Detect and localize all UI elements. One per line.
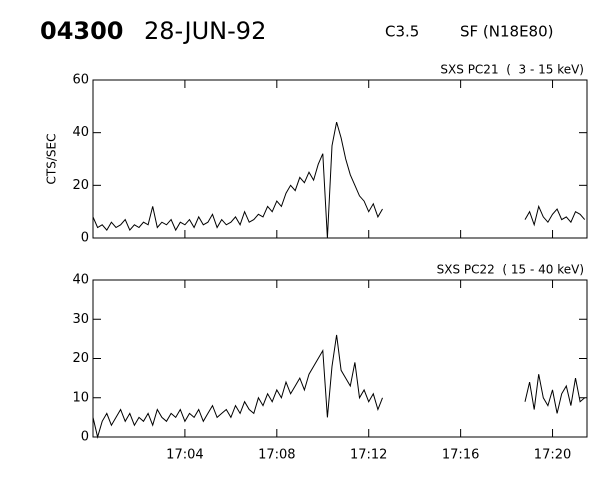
y-axis-label: CTS/SEC	[45, 134, 59, 185]
x-tick-label: 17:12	[350, 448, 387, 463]
plot-frame	[92, 79, 588, 239]
y-tick-label: 20	[72, 351, 89, 366]
data-line	[92, 121, 586, 239]
observation-id: 04300	[40, 17, 124, 45]
date: 28-JUN-92	[144, 17, 266, 45]
flare-location: SF (N18E80)	[460, 23, 554, 41]
y-tick-label: 0	[81, 430, 89, 445]
panel-title: SXS PC22 ( 15 - 40 keV)	[437, 263, 584, 277]
flare-class: C3.5	[385, 23, 419, 41]
data-line	[92, 334, 586, 439]
y-tick-label: 10	[72, 390, 89, 405]
y-tick-label: 30	[72, 312, 89, 327]
x-tick-label: 17:20	[534, 448, 571, 463]
y-tick-label: 0	[81, 231, 89, 246]
y-tick-label: 60	[72, 73, 89, 88]
y-tick-label: 20	[72, 178, 89, 193]
panel-title: SXS PC21 ( 3 - 15 keV)	[440, 63, 584, 77]
y-tick-label: 40	[72, 125, 89, 140]
x-tick-label: 17:16	[442, 448, 479, 463]
y-tick-label: 40	[72, 273, 89, 288]
x-tick-label: 17:08	[258, 448, 295, 463]
x-tick-label: 17:04	[166, 448, 203, 463]
